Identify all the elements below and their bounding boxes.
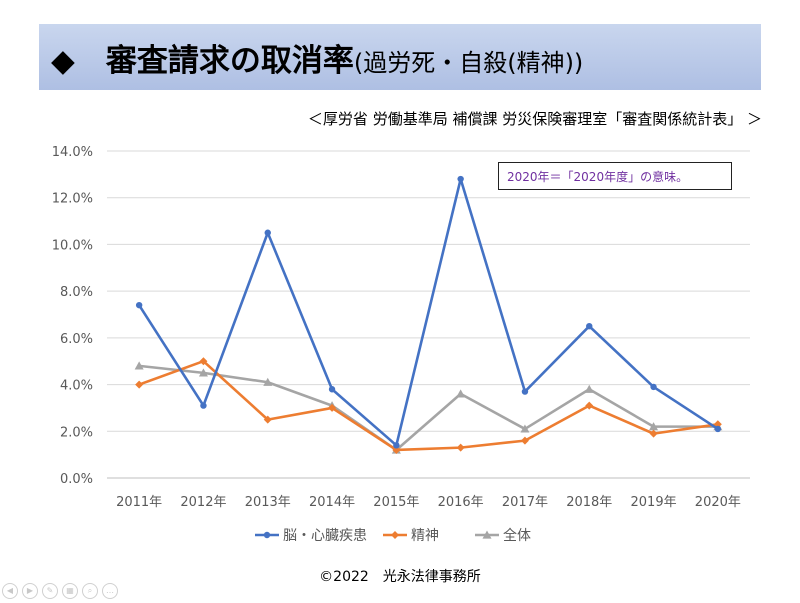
x-tick-label: 2013年 (245, 495, 291, 510)
data-point (457, 175, 464, 183)
x-tick-label: 2016年 (438, 495, 484, 510)
slideshow-toolbar: ◀ ▶ ✎ ▦ ⌕ … (2, 583, 118, 601)
data-point (198, 368, 208, 377)
legend-label: 精神 (411, 528, 439, 544)
legend-label: 全体 (503, 527, 531, 544)
data-point (649, 429, 658, 438)
title-sub: (過労死・自殺(精神)) (353, 49, 584, 77)
title-main: ◆ 審査請求の取消率 (51, 43, 354, 79)
page-title: ◆ 審査請求の取消率(過労死・自殺(精神)) (51, 35, 583, 80)
x-tick-label: 2012年 (180, 495, 226, 510)
data-point (134, 361, 144, 370)
legend-marker (263, 531, 271, 539)
data-point (520, 424, 530, 433)
data-point (520, 436, 529, 445)
data-point (200, 402, 207, 409)
zoom-icon[interactable]: ⌕ (82, 583, 98, 599)
x-tick-label: 2011年 (116, 495, 162, 510)
data-point (135, 380, 144, 389)
note-box: 2020年＝「2020年度」の意味。 (498, 162, 732, 190)
y-tick-label: 2.0% (60, 425, 93, 440)
legend-marker (391, 531, 399, 539)
data-point (135, 301, 143, 309)
x-tick-label: 2017年 (502, 495, 548, 510)
series-line (138, 359, 719, 452)
legend-label: 脳・心臓疾患 (283, 528, 367, 544)
x-tick-label: 2015年 (373, 495, 419, 510)
y-tick-label: 0.0% (60, 472, 93, 487)
data-point (264, 229, 271, 236)
y-tick-label: 4.0% (60, 379, 93, 394)
data-point (585, 401, 594, 410)
legend-marker (482, 530, 492, 539)
slides-icon[interactable]: ▦ (62, 583, 78, 599)
x-tick-label: 2014年 (309, 495, 355, 510)
data-point (650, 383, 657, 391)
copyright: ©2022 光永法律事務所 (319, 569, 481, 585)
source-caption: ＜厚労省 労働基準局 補償課 労災保険審理室「審査関係統計表」 ＞ (307, 110, 762, 128)
note-text: 2020年＝「2020年度」の意味。 (507, 170, 689, 184)
data-point (393, 442, 400, 449)
data-point (328, 403, 337, 412)
data-point (392, 445, 401, 454)
y-tick-label: 14.0% (52, 145, 93, 160)
data-point (328, 386, 336, 393)
data-point (584, 384, 594, 393)
data-point (649, 422, 659, 431)
x-tick-label: 2018年 (566, 495, 612, 510)
series-line (138, 177, 719, 447)
pen-icon[interactable]: ✎ (42, 583, 58, 599)
back-icon[interactable]: ◀ (2, 583, 18, 599)
more-icon[interactable]: … (102, 583, 118, 599)
data-point (456, 443, 465, 452)
y-tick-label: 10.0% (52, 238, 93, 253)
y-tick-label: 6.0% (60, 332, 93, 347)
x-tick-label: 2020年 (695, 495, 741, 510)
x-tick-label: 2019年 (631, 495, 677, 510)
data-point (586, 322, 593, 330)
data-point (263, 415, 272, 424)
data-point (456, 389, 466, 398)
forward-icon[interactable]: ▶ (22, 583, 38, 599)
y-tick-label: 12.0% (52, 192, 93, 207)
data-point (199, 357, 208, 366)
series-line (139, 364, 718, 452)
data-point (263, 377, 273, 386)
y-tick-label: 8.0% (60, 285, 93, 300)
data-point (521, 388, 529, 395)
data-point (714, 425, 722, 433)
title-bar (39, 24, 761, 90)
